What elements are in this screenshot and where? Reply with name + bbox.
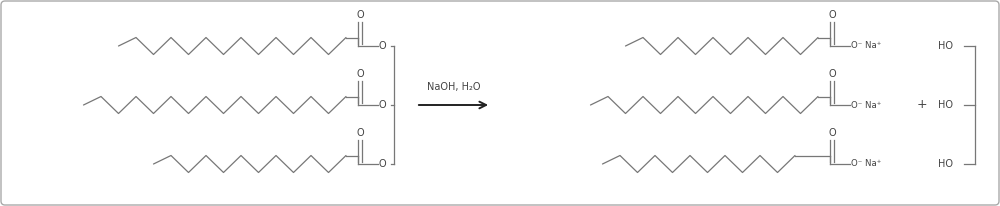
Text: O⁻ Na⁺: O⁻ Na⁺ <box>851 159 881 169</box>
Text: O⁻ Na⁺: O⁻ Na⁺ <box>851 41 881 50</box>
Text: O: O <box>828 128 836 138</box>
Text: O⁻ Na⁺: O⁻ Na⁺ <box>851 101 881 110</box>
Text: O: O <box>356 128 364 138</box>
Text: O: O <box>356 69 364 79</box>
Text: HO: HO <box>938 100 953 110</box>
Text: O: O <box>378 41 386 51</box>
Text: O: O <box>828 10 836 20</box>
Text: O: O <box>378 159 386 169</box>
Text: O: O <box>356 10 364 20</box>
Text: HO: HO <box>938 159 953 169</box>
Text: O: O <box>378 100 386 110</box>
Text: O: O <box>828 69 836 79</box>
Text: +: + <box>917 98 927 111</box>
Text: NaOH, H₂O: NaOH, H₂O <box>427 82 480 92</box>
Text: HO: HO <box>938 41 953 51</box>
